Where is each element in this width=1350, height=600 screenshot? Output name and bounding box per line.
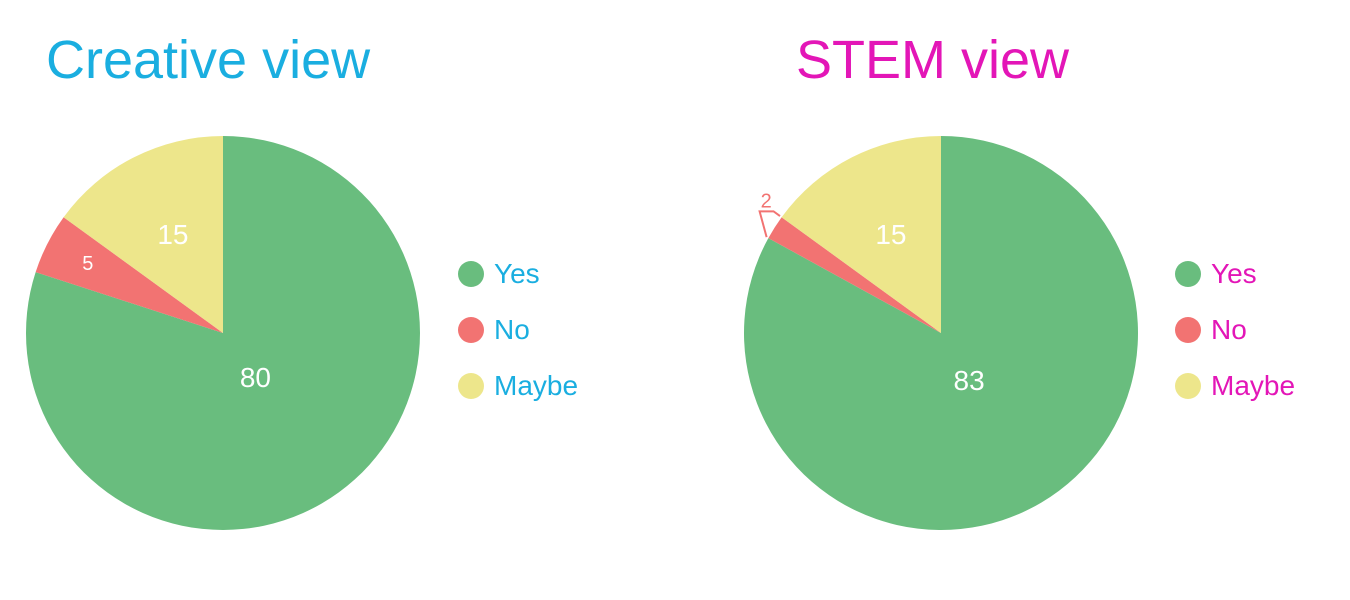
slice-no (35, 217, 224, 333)
legend-swatch (1175, 373, 1201, 399)
slice-no (768, 217, 941, 333)
legend-item-maybe: Maybe (1175, 370, 1295, 402)
legend-item-maybe: Maybe (458, 370, 578, 402)
slice-maybe (63, 136, 223, 333)
pie-chart: 83 2 15 (744, 136, 1138, 530)
data-label: 80 (240, 362, 271, 393)
legend: Yes No Maybe (1175, 258, 1295, 426)
legend-item-yes: Yes (458, 258, 578, 290)
legend-label: Yes (1211, 258, 1257, 289)
legend-swatch (1175, 261, 1201, 287)
slice-yes (25, 136, 420, 530)
legend-swatch (458, 261, 484, 287)
legend-swatch (1175, 317, 1201, 343)
legend-item-yes: Yes (1175, 258, 1295, 290)
data-label: 15 (875, 219, 906, 250)
chart-title: Creative view (46, 30, 371, 90)
legend: Yes No Maybe (458, 258, 578, 426)
data-label: 83 (954, 365, 985, 396)
data-label: 2 (761, 190, 772, 212)
data-label: 5 (82, 253, 93, 275)
legend-label: Maybe (1211, 370, 1296, 401)
chart-panel-stem: STEM view 83 2 15 Yes No Maybe (675, 0, 1350, 600)
legend-item-no: No (458, 314, 578, 346)
legend-label: Maybe (494, 370, 579, 401)
legend-swatch (458, 317, 484, 343)
data-label: 15 (157, 219, 188, 250)
slice-maybe (781, 136, 941, 333)
legend-label: No (1211, 314, 1247, 345)
legend-item-no: No (1175, 314, 1295, 346)
legend-label: No (494, 314, 530, 345)
chart-panel-creative: Creative view 80 5 15 Yes No Maybe (25, 30, 578, 530)
pie-chart: 80 5 15 (25, 136, 420, 530)
legend-label: Yes (494, 258, 540, 289)
chart-title: STEM view (796, 30, 1070, 90)
label-connector (758, 210, 781, 238)
legend-swatch (458, 373, 484, 399)
